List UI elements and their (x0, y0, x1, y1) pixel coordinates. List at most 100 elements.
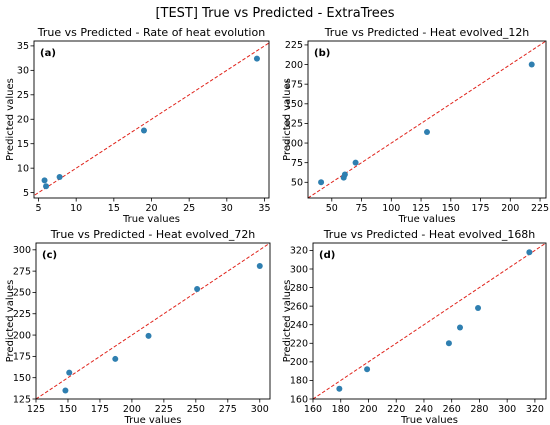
y-tick-label: 200 (285, 60, 303, 71)
y-tick-label: 150 (285, 99, 303, 110)
x-tick-label: 250 (187, 404, 205, 415)
y-tick-label: 35 (17, 41, 29, 52)
data-point (424, 129, 430, 136)
y-tick-label: 160 (290, 394, 308, 405)
data-point (194, 286, 201, 293)
x-tick-label: 225 (531, 203, 549, 214)
x-tick-label: 200 (123, 404, 141, 415)
x-tick-label: 125 (27, 404, 45, 415)
axes-frame (307, 40, 547, 199)
x-tick-label: 180 (332, 404, 350, 415)
panel-label: (a) (40, 48, 56, 59)
x-tick-label: 260 (443, 404, 461, 415)
y-tick-label: 260 (290, 301, 308, 312)
x-tick-label: 160 (304, 404, 322, 415)
data-point (112, 355, 119, 362)
y-axis-label: Predicted values (282, 280, 293, 363)
y-tick-label: 25 (17, 90, 29, 101)
x-tick-label: 125 (412, 203, 430, 214)
x-tick-label: 10 (70, 203, 82, 214)
data-point (140, 127, 147, 134)
x-tick-label: 175 (471, 203, 489, 214)
panel-label: (c) (42, 250, 57, 261)
x-tick-label: 30 (221, 203, 233, 214)
axes-frame (35, 242, 271, 400)
data-point (364, 366, 371, 373)
y-axis-label: Predicted values (282, 78, 293, 161)
x-tick-label: 100 (382, 203, 400, 214)
x-tick-label: 240 (415, 404, 433, 415)
data-point (41, 177, 48, 184)
chart-title: True vs Predicted - Heat evolved_168h (323, 228, 536, 241)
y-tick-label: 320 (290, 246, 308, 257)
y-tick-label: 50 (291, 178, 303, 189)
x-tick-label: 280 (470, 404, 488, 415)
y-tick-label: 100 (285, 138, 303, 149)
x-axis-label: True values (400, 415, 458, 425)
data-point (43, 183, 50, 190)
x-tick-label: 20 (145, 203, 157, 214)
x-tick-label: 200 (501, 203, 519, 214)
data-point (66, 369, 73, 376)
y-tick-label: 275 (13, 266, 31, 277)
x-tick-label: 225 (155, 404, 173, 415)
chart-title: True vs Predicted - Rate of heat evoluti… (37, 26, 265, 39)
y-tick-label: 180 (290, 376, 308, 387)
data-point (352, 159, 359, 166)
x-tick-label: 220 (387, 404, 405, 415)
y-tick-label: 5 (23, 188, 29, 199)
figure-title: [TEST] True vs Predicted - ExtraTrees (155, 6, 395, 21)
x-tick-label: 275 (219, 404, 237, 415)
y-tick-label: 200 (290, 357, 308, 368)
x-tick-label: 200 (359, 404, 377, 415)
x-tick-label: 300 (498, 404, 516, 415)
x-axis-label: True values (398, 214, 456, 225)
data-point (253, 55, 260, 62)
y-tick-label: 240 (290, 320, 308, 331)
x-tick-label: 300 (251, 404, 269, 415)
data-point (341, 171, 348, 178)
x-tick-label: 75 (356, 203, 368, 214)
y-tick-label: 10 (17, 163, 29, 174)
data-point (528, 61, 535, 68)
data-point (145, 332, 152, 339)
y-axis-label: Predicted values (5, 280, 16, 363)
identity-line (36, 243, 270, 399)
y-tick-label: 125 (285, 119, 303, 130)
chart-title: True vs Predicted - Heat evolved_12h (324, 26, 530, 39)
x-tick-label: 35 (258, 203, 270, 214)
data-point (56, 173, 63, 180)
y-tick-label: 75 (291, 158, 303, 169)
y-tick-label: 20 (17, 115, 29, 126)
y-tick-label: 225 (13, 309, 31, 320)
x-tick-label: 320 (526, 404, 544, 415)
y-tick-label: 125 (13, 394, 31, 405)
panel-label: (b) (314, 48, 330, 59)
y-tick-label: 175 (13, 352, 31, 363)
y-tick-label: 150 (13, 373, 31, 384)
x-tick-label: 150 (442, 203, 460, 214)
identity-line (34, 42, 269, 197)
y-tick-label: 200 (13, 330, 31, 341)
y-tick-label: 300 (13, 245, 31, 256)
y-tick-label: 15 (17, 139, 29, 150)
panel-label: (d) (319, 250, 335, 261)
data-point (526, 249, 533, 256)
axes-frame (312, 242, 547, 400)
y-tick-label: 175 (285, 79, 303, 90)
x-tick-label: 150 (59, 404, 77, 415)
x-tick-label: 15 (108, 203, 120, 214)
y-tick-label: 225 (285, 40, 303, 51)
chart-panel: 125 150 175 200 225 250 275 300 125 150 175 200 225 2… (5, 228, 271, 425)
data-point (336, 385, 343, 392)
chart-panel: 160 180 200 220 240 260 280 300 320 160 180 200 220 2… (282, 228, 547, 425)
identity-line (308, 41, 546, 198)
data-point (256, 263, 263, 270)
data-point (475, 305, 482, 311)
chart-panel: 50 75 100 125 150 175 200 225 50 75 100 125 150 175 20… (282, 26, 549, 225)
y-axis-label: Predicted values (5, 78, 16, 161)
y-tick-label: 250 (13, 288, 31, 299)
y-tick-label: 30 (17, 66, 29, 77)
x-axis-label: True values (122, 214, 180, 225)
